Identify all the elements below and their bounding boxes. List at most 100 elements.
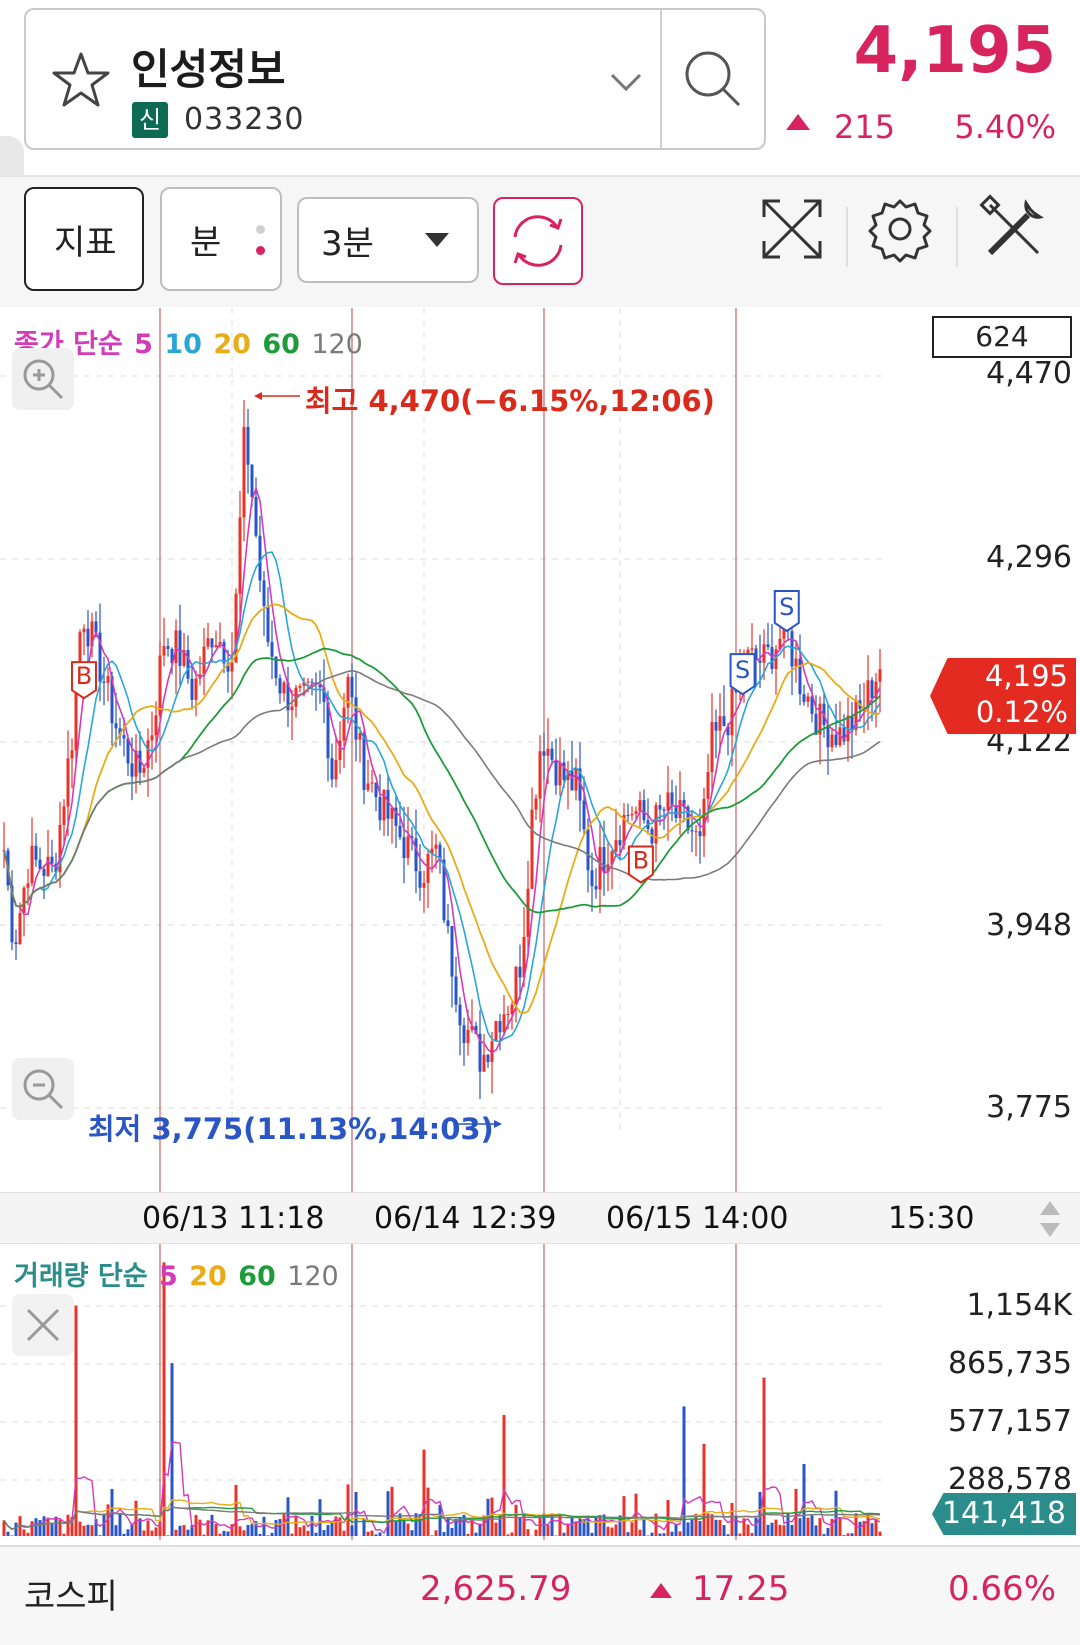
volume-bar [458, 1517, 462, 1536]
candle-body [410, 836, 414, 839]
volume-bar [94, 1519, 98, 1536]
legend-prefix: 거래량 단순 [14, 1261, 148, 1292]
chevron-down-icon[interactable] [606, 62, 646, 102]
candle-body [262, 580, 266, 606]
volume-bar [222, 1530, 226, 1536]
legend-ma5: 5 [159, 1261, 178, 1292]
interval-label: 3분 [321, 223, 374, 264]
candle-body [298, 686, 302, 688]
candle-body [598, 847, 602, 890]
volume-plot-bg [0, 1244, 884, 1536]
candle-body [370, 782, 374, 784]
candle-body [590, 870, 594, 887]
volume-bar [398, 1513, 402, 1536]
volume-bar [182, 1525, 186, 1536]
zoom-in-button[interactable] [12, 348, 74, 410]
candle-body [610, 851, 614, 865]
candle-body [798, 658, 802, 695]
volume-bar [662, 1533, 666, 1536]
candle-body [186, 650, 190, 679]
favorite-star-icon[interactable] [50, 50, 112, 112]
volume-bar [846, 1533, 850, 1536]
volume-bar [210, 1514, 214, 1536]
time-label: 06/14 12:39 [374, 1201, 557, 1236]
volume-bar [386, 1491, 390, 1536]
gear-icon[interactable] [862, 191, 938, 267]
candle-body [174, 630, 178, 664]
volume-bar [626, 1532, 630, 1536]
search-icon [685, 51, 741, 107]
volume-bar [430, 1535, 434, 1536]
candle-body [614, 840, 618, 852]
volume-bar [22, 1529, 26, 1536]
volume-bar [450, 1527, 454, 1536]
search-button[interactable] [662, 10, 764, 148]
volume-bar [130, 1523, 134, 1536]
volume-axis-label: 1,154K [966, 1288, 1072, 1323]
volume-bar [238, 1526, 242, 1536]
candle-body [38, 859, 42, 869]
chart-toolbar: 지표 분 3분 [0, 177, 1080, 307]
candle-body [494, 1021, 498, 1042]
chart-area[interactable]: B B S S 종가 단순 5 10 20 60 120 624 4,470 4,29… [0, 308, 1080, 1540]
volume-bar [774, 1519, 778, 1536]
candle-body [394, 807, 398, 826]
volume-bar [202, 1534, 206, 1536]
zoom-in-icon [23, 359, 64, 400]
volume-bar [78, 1521, 82, 1536]
candle-body [134, 750, 138, 777]
volume-bar [146, 1520, 150, 1536]
resize-arrows-icon[interactable] [1038, 1199, 1062, 1239]
volume-bar [6, 1531, 10, 1536]
volume-bar [678, 1531, 682, 1536]
candle-body [802, 694, 806, 702]
volume-bar [370, 1530, 374, 1536]
candle-body [258, 535, 262, 581]
close-volume-button[interactable] [12, 1294, 74, 1356]
index-ticker[interactable]: 코스피 2,625.79 17.25 0.66% [0, 1545, 1080, 1645]
candle-body [502, 1014, 506, 1033]
candle-body [730, 688, 734, 736]
candle-body [170, 648, 174, 664]
volume-bar [250, 1524, 254, 1536]
candle-body [190, 678, 194, 700]
zoom-out-button[interactable] [12, 1058, 74, 1120]
candle-body [430, 848, 434, 854]
candle-body [150, 735, 154, 741]
candle-body [490, 1041, 494, 1063]
legend-ma60: 60 [262, 329, 300, 360]
volume-bar [506, 1534, 510, 1536]
volume-bar [570, 1515, 574, 1536]
volume-bar [718, 1519, 722, 1536]
refresh-button[interactable] [493, 197, 583, 285]
tools-icon[interactable] [976, 191, 1052, 267]
volume-bar [674, 1523, 678, 1536]
indicator-button[interactable]: 지표 [24, 187, 144, 291]
interval-select[interactable]: 3분 [297, 197, 479, 283]
volume-bar [474, 1532, 478, 1536]
candle-body [246, 426, 250, 465]
price-chart[interactable]: B B S S [0, 308, 1080, 1540]
volume-bar [154, 1527, 158, 1536]
volume-bar [394, 1520, 398, 1536]
stock-selector[interactable]: 인성정보 신 033230 [24, 8, 766, 150]
candle-body [474, 1025, 478, 1034]
volume-bar [426, 1487, 430, 1536]
period-button[interactable]: 분 [160, 187, 282, 291]
candle-body [682, 800, 686, 807]
current-price: 4,195 [853, 14, 1056, 88]
volume-bar [502, 1415, 506, 1536]
volume-bar [214, 1523, 218, 1536]
volume-bar [522, 1514, 526, 1536]
volume-bar [82, 1525, 86, 1536]
candle-body [18, 913, 22, 944]
volume-bar [410, 1530, 414, 1536]
ma20-line [3, 603, 881, 1015]
candle-body [606, 864, 610, 873]
fullscreen-icon[interactable] [754, 191, 830, 267]
candle-body [818, 703, 822, 735]
candle-body [562, 762, 566, 781]
volume-bar [342, 1530, 346, 1536]
zoom-out-icon [23, 1069, 64, 1110]
candle-body [542, 751, 546, 756]
